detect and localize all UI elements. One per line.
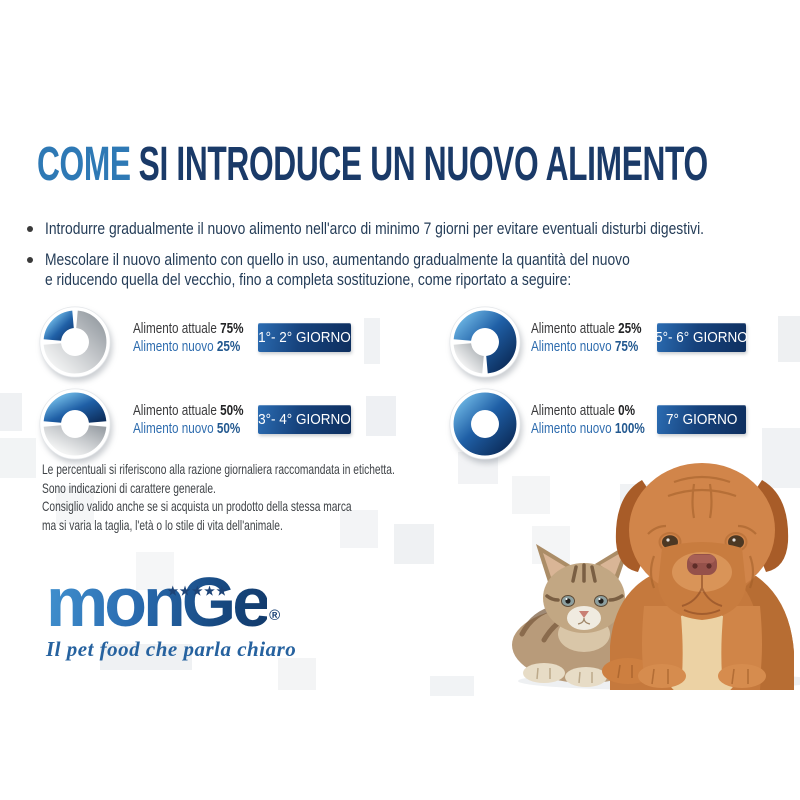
transition-step-day3-4: Alimento attuale 50% Alimento nuovo 50% … [38,386,390,464]
transition-step-day7: Alimento attuale 0% Alimento nuovo 100% … [448,386,800,464]
day-badge-label: 7° GIORNO [665,411,738,428]
donut-chart-day1-2 [38,305,112,379]
current-food-label: Alimento attuale 50% [133,402,244,419]
donut-labels: Alimento attuale 50% Alimento nuovo 50% [133,402,275,438]
footnote: Le percentuali si riferiscono alla razio… [42,460,525,534]
donut-labels: Alimento attuale 25% Alimento nuovo 75% [531,320,673,356]
puppy-and-kitten-photo [512,463,800,690]
bullet-text: Mescolare il nuovo alimento con quello i… [45,251,630,269]
current-food-label: Alimento attuale 0% [531,402,636,419]
current-food-label: Alimento attuale 25% [531,320,642,337]
donut-labels: Alimento attuale 75% Alimento nuovo 25% [133,320,275,356]
intro-bullet-list: Introdurre gradualmente il nuovo aliment… [27,219,800,301]
day-badge: 5°- 6° GIORNO [655,323,748,352]
footnote-line: Le percentuali si riferiscono alla razio… [42,461,395,477]
transition-step-day1-2: Alimento attuale 75% Alimento nuovo 25% … [38,304,390,382]
puppy [602,463,794,690]
day-badge: 7° GIORNO [657,405,746,434]
footnote-line: Sono indicazioni di carattere generale. [42,479,216,496]
page-title-highlight: COME [37,138,131,191]
day-badge-label: 1°- 2° GIORNO [258,329,351,346]
donut-chart-day7 [448,387,522,461]
page-title: COME SI INTRODUCE UN NUOVO ALIMENTO [37,141,708,189]
new-food-label: Alimento nuovo 50% [133,420,241,437]
day-badge-label: 5°- 6° GIORNO [655,329,748,346]
donut-chart-day5-6 [448,305,522,379]
transition-step-day5-6: Alimento attuale 25% Alimento nuovo 75% … [448,304,800,382]
monge-logo: ★★★★★ monGe ® Il pet food che parla chiaro [46,570,296,662]
bullet-dot [27,257,33,263]
day-badge: 3°- 4° GIORNO [258,405,351,434]
day-badge-label: 3°- 4° GIORNO [258,411,351,428]
new-food-label: Alimento nuovo 75% [531,338,639,355]
logo-stars: ★★★★★ [167,584,229,598]
footnote-line: ma si varia la taglia, l'età o lo stile … [42,516,283,533]
footnote-line: Consiglio valido anche se si acquista un… [42,498,352,514]
bullet-text: e riducendo quella del vecchio, fino a c… [45,271,572,289]
bullet-item: Mescolare il nuovo alimento con quello i… [27,250,800,290]
page-title-rest: SI INTRODUCE UN NUOVO ALIMENTO [138,138,708,191]
day-badge: 1°- 2° GIORNO [258,323,351,352]
monge-wordmark: ★★★★★ monGe [46,570,267,634]
current-food-label: Alimento attuale 75% [133,320,244,337]
new-food-label: Alimento nuovo 100% [531,420,645,437]
new-food-label: Alimento nuovo 25% [133,338,241,355]
donut-chart-day3-4 [38,387,112,461]
registered-trademark-icon: ® [269,606,281,624]
bullet-dot [27,226,33,232]
logo-tagline: Il pet food che parla chiaro [46,637,297,661]
donut-labels: Alimento attuale 0% Alimento nuovo 100% [531,402,677,438]
bullet-text: Introdurre gradualmente il nuovo aliment… [45,220,705,238]
bullet-item: Introdurre gradualmente il nuovo aliment… [27,219,800,239]
